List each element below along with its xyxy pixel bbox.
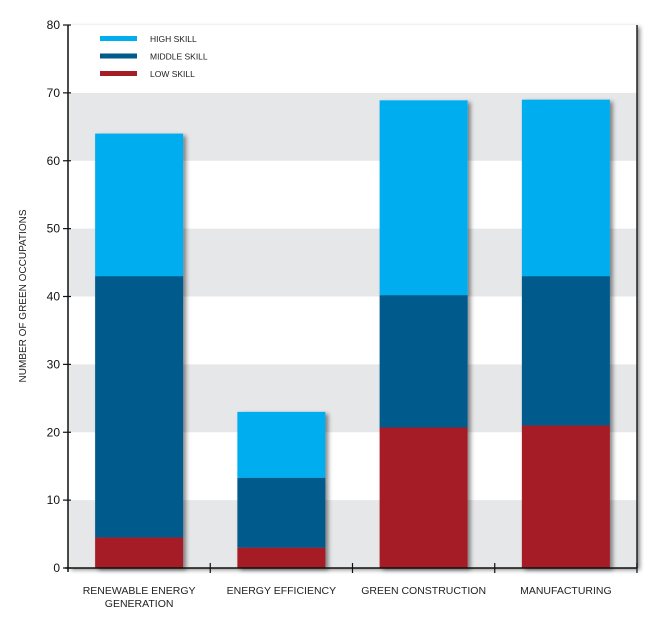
bar-segment-middle-skill [379,295,468,428]
bar-segment-middle-skill [95,276,184,538]
legend-swatch [100,36,137,41]
bar-segment-high-skill [379,100,468,296]
y-tick-label: 30 [47,357,61,371]
y-tick-label: 50 [47,222,61,236]
bar-segment-low-skill [237,547,326,568]
bar-segment-low-skill [521,425,610,568]
bar-stack [95,133,184,568]
x-tick-label: RENEWABLE ENERGY [83,585,196,597]
bar-stack [237,411,326,568]
bar-segment-low-skill [95,537,184,568]
legend-swatch [100,71,137,76]
x-tick-label: MANUFACTURING [520,585,612,597]
bar-segment-high-skill [237,411,326,478]
bar-stack [521,99,610,568]
y-tick-label: 10 [47,493,61,507]
x-tick-label: ENERGY EFFICIENCY [227,585,337,597]
y-tick-label: 40 [47,290,61,304]
bar-segment-high-skill [521,99,610,277]
y-tick-label: 0 [53,561,60,575]
bar-segment-low-skill [379,427,468,568]
bar-segment-middle-skill [237,477,326,548]
legend-swatch [100,53,137,59]
y-axis-label: NUMBER OF GREEN OCCUPATIONS [18,209,29,382]
y-tick-label: 80 [47,18,61,32]
x-tick-label: GENERATION [105,598,174,610]
y-tick-label: 60 [47,154,61,168]
legend-label: MIDDLE SKILL [150,52,208,62]
bar-segment-middle-skill [521,276,610,426]
bar-segment-high-skill [95,133,184,277]
legend-label: LOW SKILL [150,69,195,79]
y-tick-label: 70 [47,86,61,100]
y-tick-label: 20 [47,425,61,439]
x-tick-label: GREEN CONSTRUCTION [361,585,486,597]
legend-label: HIGH SKILL [150,34,197,44]
bar-stack [379,100,468,568]
